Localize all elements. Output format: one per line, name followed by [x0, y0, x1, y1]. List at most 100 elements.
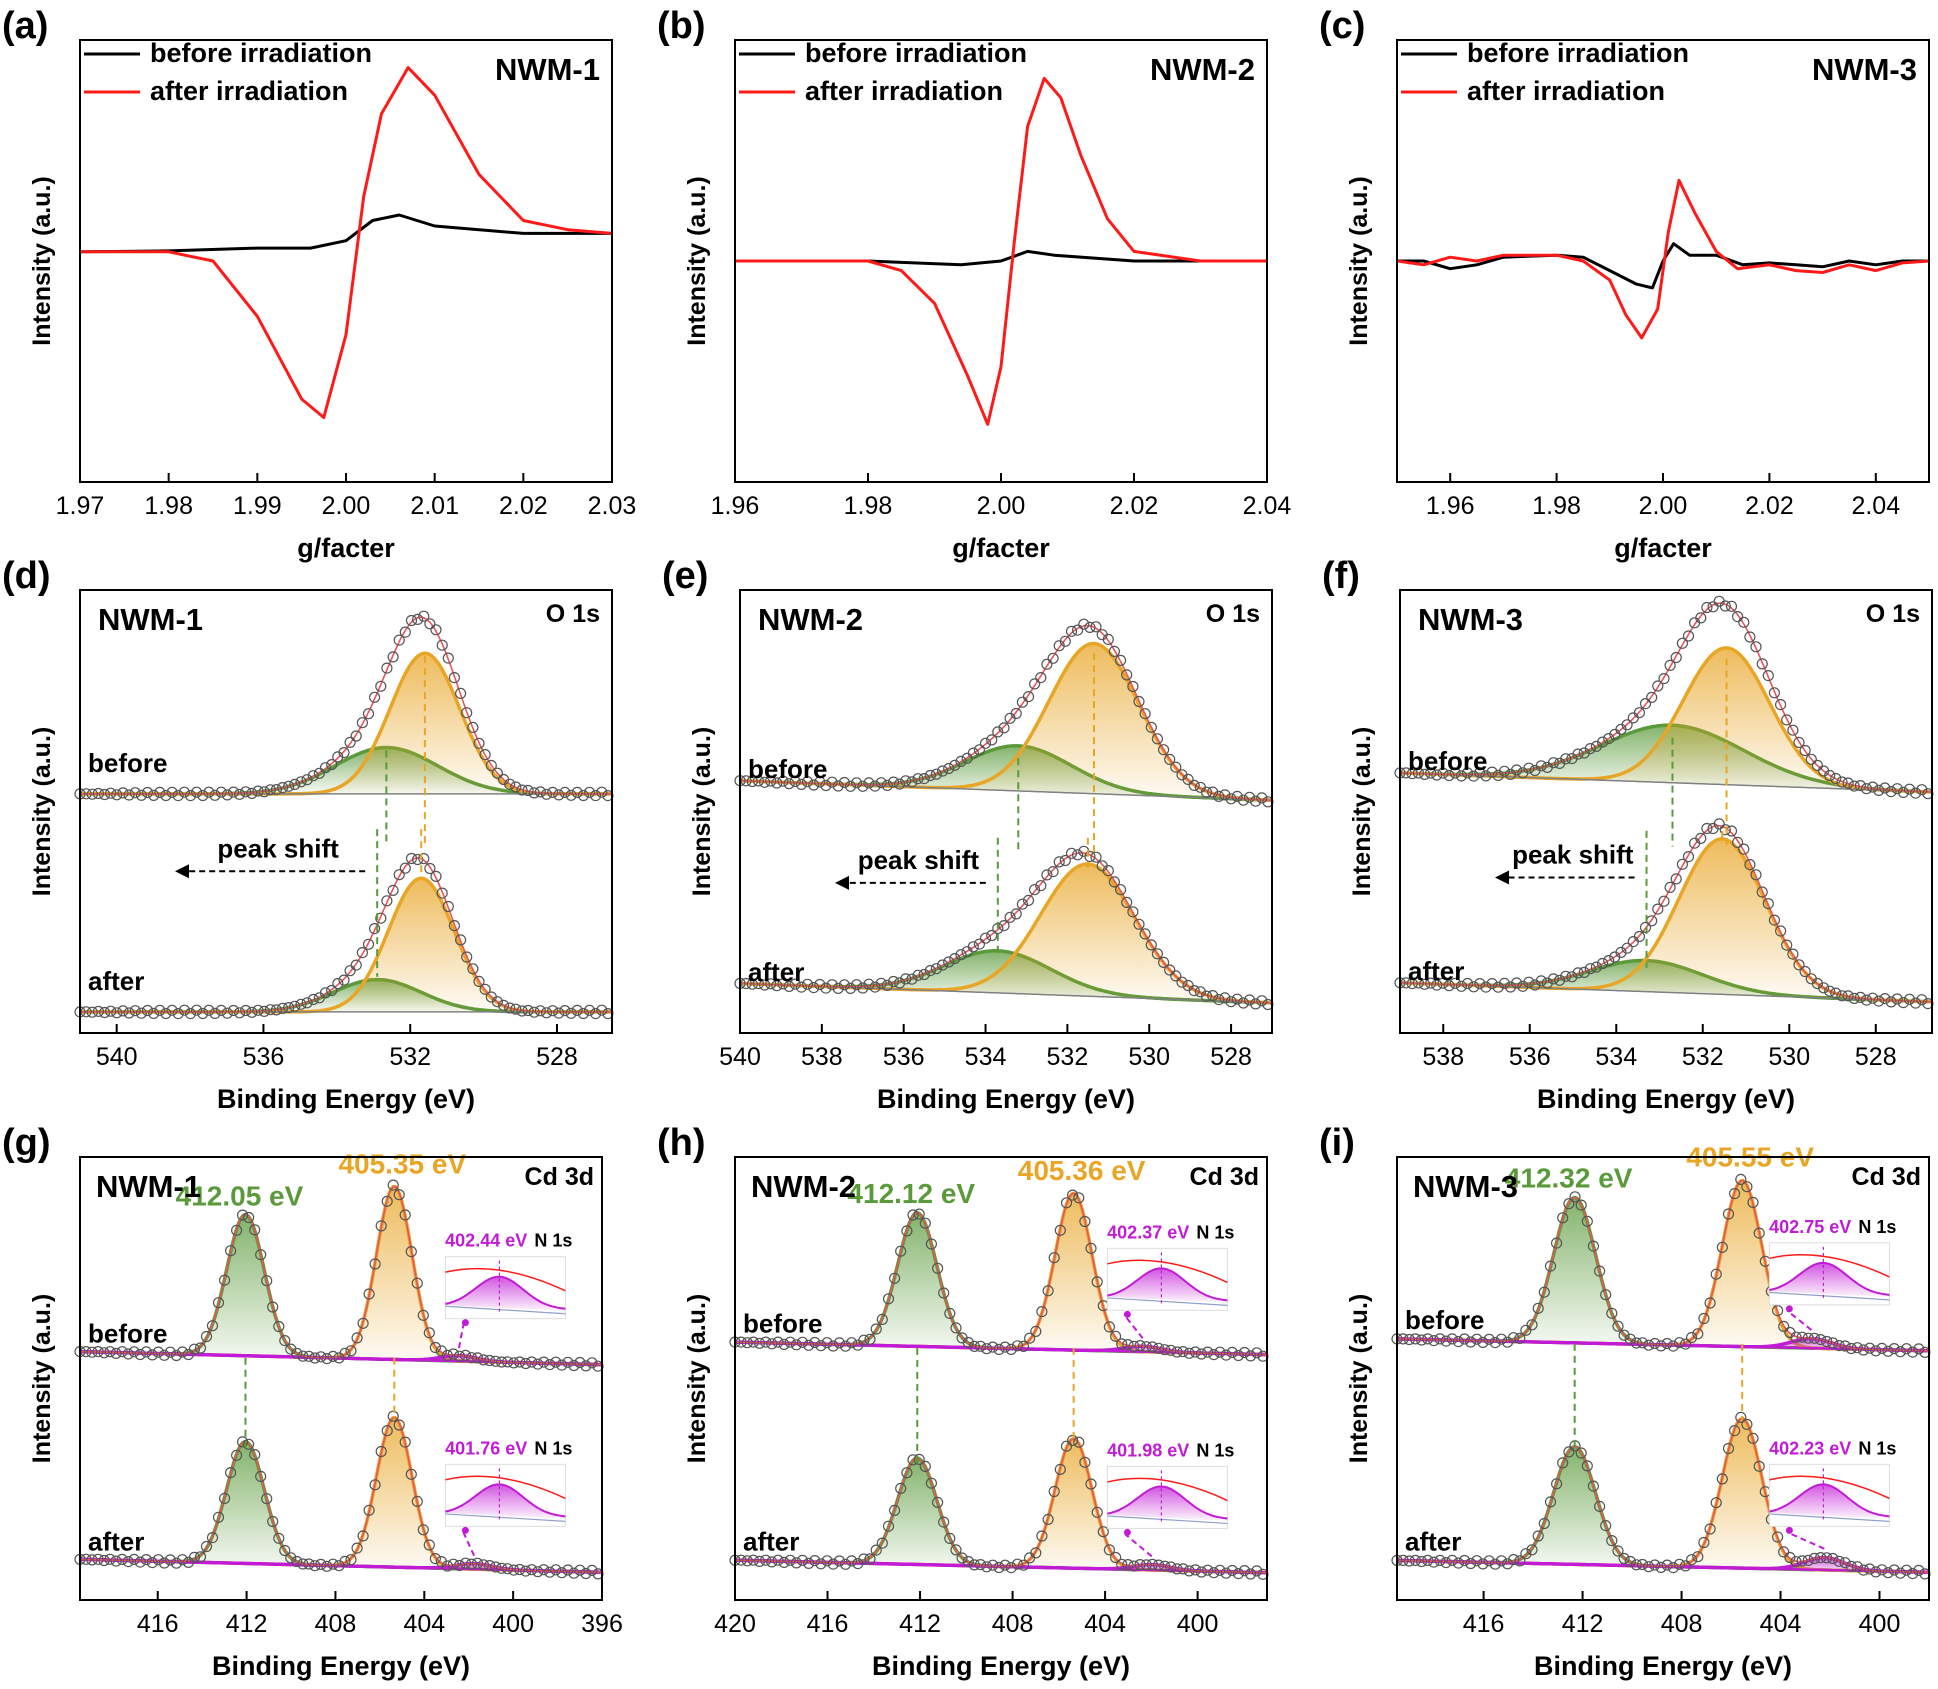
raw-data-point: [1839, 1340, 1851, 1352]
raw-data-point: [1735, 1411, 1747, 1424]
raw-data-point: [356, 946, 368, 959]
raw-data-point: [1643, 1561, 1655, 1573]
raw-data-point: [870, 1544, 882, 1556]
raw-data-point: [504, 778, 516, 790]
inset-fit-line: [445, 1267, 566, 1292]
raw-data-point: [116, 1553, 128, 1566]
raw-data-point: [1418, 768, 1431, 781]
raw-data-point: [1713, 818, 1725, 830]
raw-data-point: [490, 1355, 502, 1367]
raw-data-point: [249, 1448, 261, 1461]
raw-data-point: [1903, 783, 1916, 795]
raw-data-point: [574, 1564, 586, 1576]
raw-data-point: [158, 1557, 170, 1569]
raw-data-point: [1220, 1567, 1232, 1579]
raw-data-point: [826, 776, 838, 788]
raw-data-point: [1256, 995, 1268, 1007]
raw-data-point: [129, 787, 141, 799]
raw-data-point: [901, 1467, 913, 1479]
raw-data-point: [453, 1350, 466, 1362]
raw-data-point: [1474, 766, 1486, 779]
raw-data-point: [321, 1352, 333, 1365]
raw-data-point: [1425, 767, 1437, 779]
raw-data-point: [86, 788, 98, 800]
raw-data-point: [1455, 770, 1468, 782]
raw-data-point: [237, 1436, 249, 1448]
raw-data-point: [1695, 832, 1707, 845]
raw-data-point: [219, 1492, 231, 1505]
raw-data-point: [1830, 772, 1842, 785]
raw-data-point: [1747, 1196, 1759, 1209]
raw-data-point: [1157, 956, 1170, 969]
raw-data-point: [496, 1562, 508, 1574]
raw-data-point: [1071, 624, 1084, 636]
y-axis-label: Intensity (a.u.): [1348, 727, 1376, 896]
raw-data-point: [1649, 1337, 1661, 1350]
sample-label: NWM-3: [1418, 602, 1523, 637]
raw-data-point: [327, 1558, 339, 1570]
raw-data-point: [405, 1245, 417, 1258]
raw-data-point: [477, 1354, 490, 1366]
raw-data-point: [203, 786, 215, 798]
inset-peak-line: [1769, 1483, 1890, 1518]
raw-data-point: [206, 1320, 219, 1332]
raw-data-point: [1195, 1348, 1208, 1360]
raw-data-point: [309, 1560, 321, 1572]
inset-energy-label: 402.75 eV: [1769, 1217, 1851, 1237]
raw-data-point: [850, 777, 863, 789]
xps-panel-4: before after peak shift NWM-2 O 1s 540 538 536 5…: [662, 555, 1274, 1114]
inset-baseline: [1769, 1291, 1890, 1301]
raw-data-point: [98, 788, 111, 801]
raw-data-point: [1830, 987, 1842, 999]
raw-data-point: [405, 852, 418, 865]
raw-data-point: [1603, 954, 1615, 967]
raw-data-point: [200, 1330, 213, 1343]
peak-energy-label: 405.36 eV: [1018, 1155, 1146, 1186]
raw-data-point: [760, 1554, 772, 1566]
raw-data-point: [1108, 876, 1121, 888]
raw-data-point: [1879, 992, 1891, 1005]
raw-data-point: [1133, 695, 1145, 708]
raw-data-point: [166, 786, 178, 798]
raw-data-point: [1220, 1349, 1232, 1361]
raw-data-point: [993, 1561, 1005, 1574]
panel-letter: (i): [1319, 1122, 1355, 1164]
raw-data-point: [821, 1337, 833, 1349]
raw-data-point: [1249, 998, 1262, 1010]
raw-data-point: [429, 1341, 441, 1354]
raw-data-point: [968, 1340, 981, 1353]
y-axis-label: Intensity (a.u.): [28, 727, 56, 896]
raw-data-point: [815, 1340, 827, 1352]
raw-data-point: [1679, 1560, 1692, 1572]
raw-data-point: [273, 1532, 285, 1544]
raw-data-point: [1658, 672, 1670, 685]
raw-data-point: [362, 938, 375, 950]
raw-data-point: [974, 1558, 987, 1571]
raw-data-point: [1483, 1555, 1495, 1567]
raw-data-point: [1041, 869, 1053, 881]
raw-data-point: [1446, 1333, 1458, 1345]
raw-data-point: [783, 980, 795, 993]
trace-label-after: after: [1408, 956, 1464, 986]
raw-data-point: [1403, 1333, 1415, 1346]
x-tick-label: 540: [96, 1043, 138, 1071]
raw-data-point: [1091, 1276, 1103, 1288]
raw-data-point: [1145, 721, 1157, 733]
raw-data-point: [1636, 1337, 1649, 1349]
raw-data-point: [1183, 1565, 1195, 1577]
n1s-inset: 402.23 eV N 1s: [1768, 1438, 1896, 1550]
raw-data-point: [1468, 770, 1480, 782]
raw-data-point: [1480, 981, 1492, 993]
raw-data-point: [1725, 600, 1738, 612]
raw-data-point: [215, 786, 227, 798]
raw-data-point: [1059, 635, 1071, 647]
raw-data-point: [784, 1336, 796, 1348]
raw-data-point: [1722, 1208, 1735, 1220]
raw-data-point: [1085, 1242, 1097, 1254]
raw-data-point: [1550, 1478, 1563, 1490]
raw-data-point: [345, 1554, 357, 1566]
raw-data-point: [973, 938, 986, 950]
raw-data-point: [796, 1336, 809, 1348]
raw-data-point: [583, 1004, 596, 1016]
